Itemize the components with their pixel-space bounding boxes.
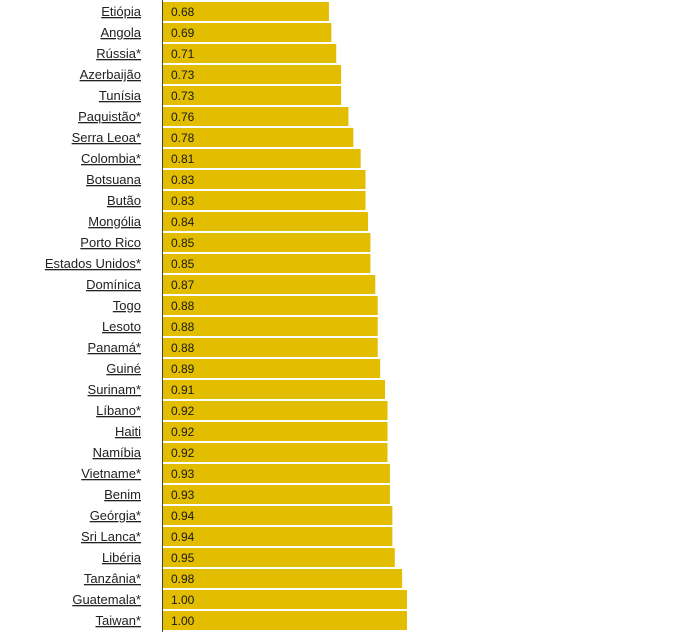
value-label: 0.91	[171, 383, 195, 397]
bar	[163, 23, 332, 42]
bar	[163, 443, 388, 462]
category-label[interactable]: Togo	[113, 298, 141, 313]
bar	[163, 170, 366, 189]
bar	[163, 2, 329, 21]
value-label: 0.71	[171, 47, 195, 61]
value-label: 0.78	[171, 131, 195, 145]
value-label: 0.88	[171, 299, 195, 313]
bar	[163, 212, 368, 231]
category-label[interactable]: Geórgia*	[90, 508, 141, 523]
bar	[163, 275, 376, 294]
bar	[163, 380, 386, 399]
category-label[interactable]: Guiné	[106, 361, 141, 376]
category-label[interactable]: Domínica	[86, 277, 142, 292]
category-label[interactable]: Azerbaijão	[80, 67, 141, 82]
bar	[163, 149, 361, 168]
value-label: 0.92	[171, 425, 195, 439]
value-label: 0.83	[171, 194, 195, 208]
bar	[163, 485, 390, 504]
category-label[interactable]: Mongólia	[88, 214, 142, 229]
bar	[163, 527, 393, 546]
value-label: 0.88	[171, 320, 195, 334]
category-label[interactable]: Butão	[107, 193, 141, 208]
category-label[interactable]: Tunísia	[99, 88, 142, 103]
value-label: 0.69	[171, 26, 195, 40]
bar	[163, 296, 378, 315]
bars	[163, 2, 407, 630]
value-label: 0.73	[171, 89, 195, 103]
bar	[163, 422, 388, 441]
category-labels: Etiópia Angola Rússia* Azerbaijão Tunísia Paq…	[45, 4, 142, 628]
category-label[interactable]: Paquistão*	[78, 109, 141, 124]
value-label: 0.88	[171, 341, 195, 355]
bar	[163, 569, 403, 588]
value-label: 0.95	[171, 551, 195, 565]
category-label[interactable]: Vietname*	[81, 466, 141, 481]
category-label[interactable]: Etiópia	[101, 4, 142, 19]
bar	[163, 107, 349, 126]
bar	[163, 65, 342, 84]
value-label: 1.00	[171, 593, 195, 607]
bar	[163, 464, 390, 483]
value-label: 0.81	[171, 152, 195, 166]
value-label: 0.93	[171, 488, 195, 502]
value-label: 0.85	[171, 236, 195, 250]
bar	[163, 191, 366, 210]
bar	[163, 338, 378, 357]
bar	[163, 506, 393, 525]
value-label: 0.76	[171, 110, 195, 124]
category-label[interactable]: Serra Leoa*	[72, 130, 141, 145]
category-label[interactable]: Libéria	[102, 550, 142, 565]
value-label: 0.68	[171, 5, 195, 19]
value-label: 0.87	[171, 278, 195, 292]
value-label: 0.92	[171, 446, 195, 460]
bar	[163, 401, 388, 420]
category-label[interactable]: Panamá*	[88, 340, 141, 355]
value-label: 1.00	[171, 614, 195, 628]
category-label[interactable]: Colombia*	[81, 151, 141, 166]
category-label[interactable]: Namíbia	[93, 445, 142, 460]
value-label: 0.83	[171, 173, 195, 187]
category-label[interactable]: Taiwan*	[95, 613, 141, 628]
value-label: 0.84	[171, 215, 195, 229]
category-label[interactable]: Haiti	[115, 424, 141, 439]
value-label: 0.85	[171, 257, 195, 271]
bar	[163, 86, 342, 105]
bar	[163, 611, 407, 630]
bar	[163, 44, 337, 63]
bar	[163, 548, 395, 567]
category-label[interactable]: Surinam*	[88, 382, 141, 397]
category-label[interactable]: Líbano*	[96, 403, 141, 418]
category-label[interactable]: Guatemala*	[72, 592, 141, 607]
bar	[163, 254, 371, 273]
value-label: 0.93	[171, 467, 195, 481]
value-labels: 0.68 0.69 0.71 0.73 0.73 0.76 0.78 0.81 0.83 0.83…	[171, 5, 195, 628]
value-label: 0.94	[171, 530, 195, 544]
bar	[163, 128, 354, 147]
category-label[interactable]: Sri Lanca*	[81, 529, 141, 544]
category-label[interactable]: Porto Rico	[80, 235, 141, 250]
bar	[163, 317, 378, 336]
value-label: 0.94	[171, 509, 195, 523]
bar	[163, 590, 407, 609]
category-label[interactable]: Rússia*	[96, 46, 141, 61]
category-label[interactable]: Lesoto	[102, 319, 141, 334]
value-label: 0.92	[171, 404, 195, 418]
category-label[interactable]: Botsuana	[86, 172, 142, 187]
value-label: 0.73	[171, 68, 195, 82]
bar	[163, 233, 371, 252]
category-label[interactable]: Benim	[104, 487, 141, 502]
value-label: 0.89	[171, 362, 195, 376]
bar	[163, 359, 381, 378]
category-label[interactable]: Estados Unidos*	[45, 256, 141, 271]
value-label: 0.98	[171, 572, 195, 586]
category-label[interactable]: Tanzânia*	[84, 571, 141, 586]
category-label[interactable]: Angola	[101, 25, 142, 40]
